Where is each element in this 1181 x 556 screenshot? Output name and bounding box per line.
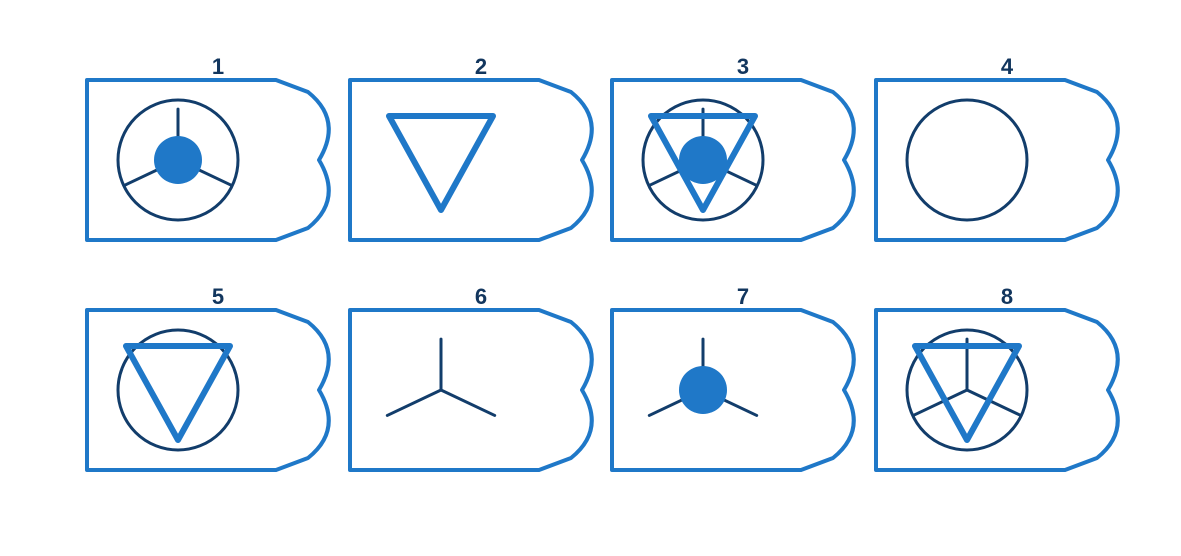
tile-6: 6 [348, 284, 594, 472]
tile-frame [874, 78, 1120, 242]
triangle [123, 343, 233, 443]
circle-ring [116, 328, 240, 452]
y-line-spoke [965, 388, 1023, 417]
triangle [386, 113, 496, 213]
tile-number-label: 2 [475, 54, 487, 79]
tile-frame [874, 308, 1120, 472]
circle-ring [905, 98, 1029, 222]
tile-number-label: 6 [475, 284, 487, 309]
triangle [648, 113, 758, 213]
tile-2: 2 [348, 54, 594, 242]
circle-ring [905, 328, 1029, 452]
tile-number-label: 4 [1001, 54, 1014, 79]
filled-dot [679, 136, 727, 184]
tile-1: 1 [85, 54, 331, 242]
tile-frame [85, 308, 331, 472]
y-line-spoke [911, 388, 969, 417]
filled-dot [154, 136, 202, 184]
tile-frame [348, 308, 594, 472]
tile-number-label: 8 [1001, 284, 1013, 309]
circle-ring [116, 98, 240, 222]
filled-dot [679, 366, 727, 414]
tile-4: 4 [874, 54, 1120, 242]
tile-number-label: 3 [737, 54, 749, 79]
tile-number-label: 5 [212, 284, 224, 309]
y-line-spoke [385, 388, 443, 417]
tile-7: 7 [610, 284, 856, 472]
y-lines [385, 337, 497, 417]
tile-8: 8 [874, 284, 1120, 472]
tile-5: 5 [85, 284, 331, 472]
tile-frame [348, 78, 594, 242]
tile-number-label: 1 [212, 54, 224, 79]
circle-ring [641, 98, 765, 222]
tile-frame [610, 308, 856, 472]
triangle [912, 343, 1022, 443]
tile-frame [610, 78, 856, 242]
y-line-spoke [439, 388, 497, 417]
tile-number-label: 7 [737, 284, 749, 309]
tile-3: 3 [610, 54, 856, 242]
tile-frame [85, 78, 331, 242]
